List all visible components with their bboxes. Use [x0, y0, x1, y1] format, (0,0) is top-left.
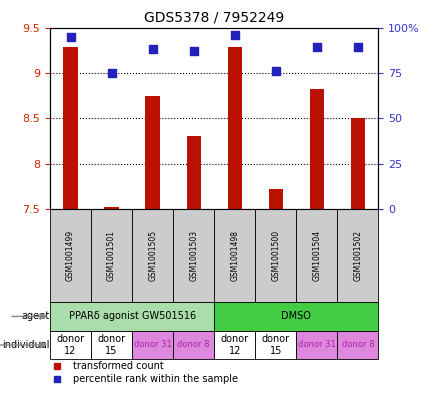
Bar: [132, 331, 173, 359]
Title: GDS5378 / 7952249: GDS5378 / 7952249: [144, 11, 284, 25]
Point: [190, 48, 197, 54]
Point: [108, 70, 115, 76]
Text: GSM1001499: GSM1001499: [66, 230, 75, 281]
Bar: [91, 209, 132, 302]
Text: donor 8: donor 8: [341, 340, 373, 349]
Bar: [296, 331, 337, 359]
Text: GSM1001501: GSM1001501: [107, 230, 116, 281]
Bar: [296, 209, 337, 302]
Bar: [132, 209, 173, 302]
Bar: [104, 207, 118, 209]
Text: individual: individual: [2, 340, 49, 350]
Point: [272, 68, 279, 74]
Bar: [173, 331, 214, 359]
Bar: [255, 331, 296, 359]
Bar: [91, 331, 132, 359]
Bar: [309, 89, 323, 209]
Bar: [337, 209, 378, 302]
Bar: [350, 118, 364, 209]
Bar: [50, 331, 91, 359]
Bar: [186, 136, 201, 209]
Bar: [145, 95, 159, 209]
Text: PPARδ agonist GW501516: PPARδ agonist GW501516: [69, 312, 195, 321]
Point: [354, 44, 361, 51]
Text: donor
12: donor 12: [56, 334, 85, 356]
Bar: [214, 209, 255, 302]
Text: agent: agent: [21, 312, 49, 321]
Text: GSM1001504: GSM1001504: [312, 230, 321, 281]
Bar: [50, 209, 91, 302]
Text: percentile rank within the sample: percentile rank within the sample: [73, 374, 237, 384]
Text: donor
12: donor 12: [220, 334, 248, 356]
Bar: [214, 331, 255, 359]
Text: donor 31: donor 31: [134, 340, 171, 349]
Text: GSM1001498: GSM1001498: [230, 230, 239, 281]
Text: donor
15: donor 15: [261, 334, 289, 356]
Bar: [173, 209, 214, 302]
Bar: [268, 189, 283, 209]
Text: transformed count: transformed count: [73, 361, 163, 371]
Text: GSM1001505: GSM1001505: [148, 230, 157, 281]
Point: [67, 33, 74, 40]
Text: GSM1001503: GSM1001503: [189, 230, 198, 281]
Point: [312, 44, 319, 51]
Bar: [227, 48, 241, 209]
Point: [231, 31, 238, 38]
Bar: [50, 302, 214, 331]
Bar: [337, 331, 378, 359]
Text: GSM1001502: GSM1001502: [352, 230, 362, 281]
Text: donor
15: donor 15: [97, 334, 125, 356]
Text: donor 31: donor 31: [297, 340, 335, 349]
Bar: [255, 209, 296, 302]
Point: [149, 46, 156, 52]
Bar: [214, 302, 378, 331]
Text: donor 8: donor 8: [177, 340, 210, 349]
Bar: [63, 48, 78, 209]
Text: GSM1001500: GSM1001500: [271, 230, 279, 281]
Text: DMSO: DMSO: [281, 312, 311, 321]
